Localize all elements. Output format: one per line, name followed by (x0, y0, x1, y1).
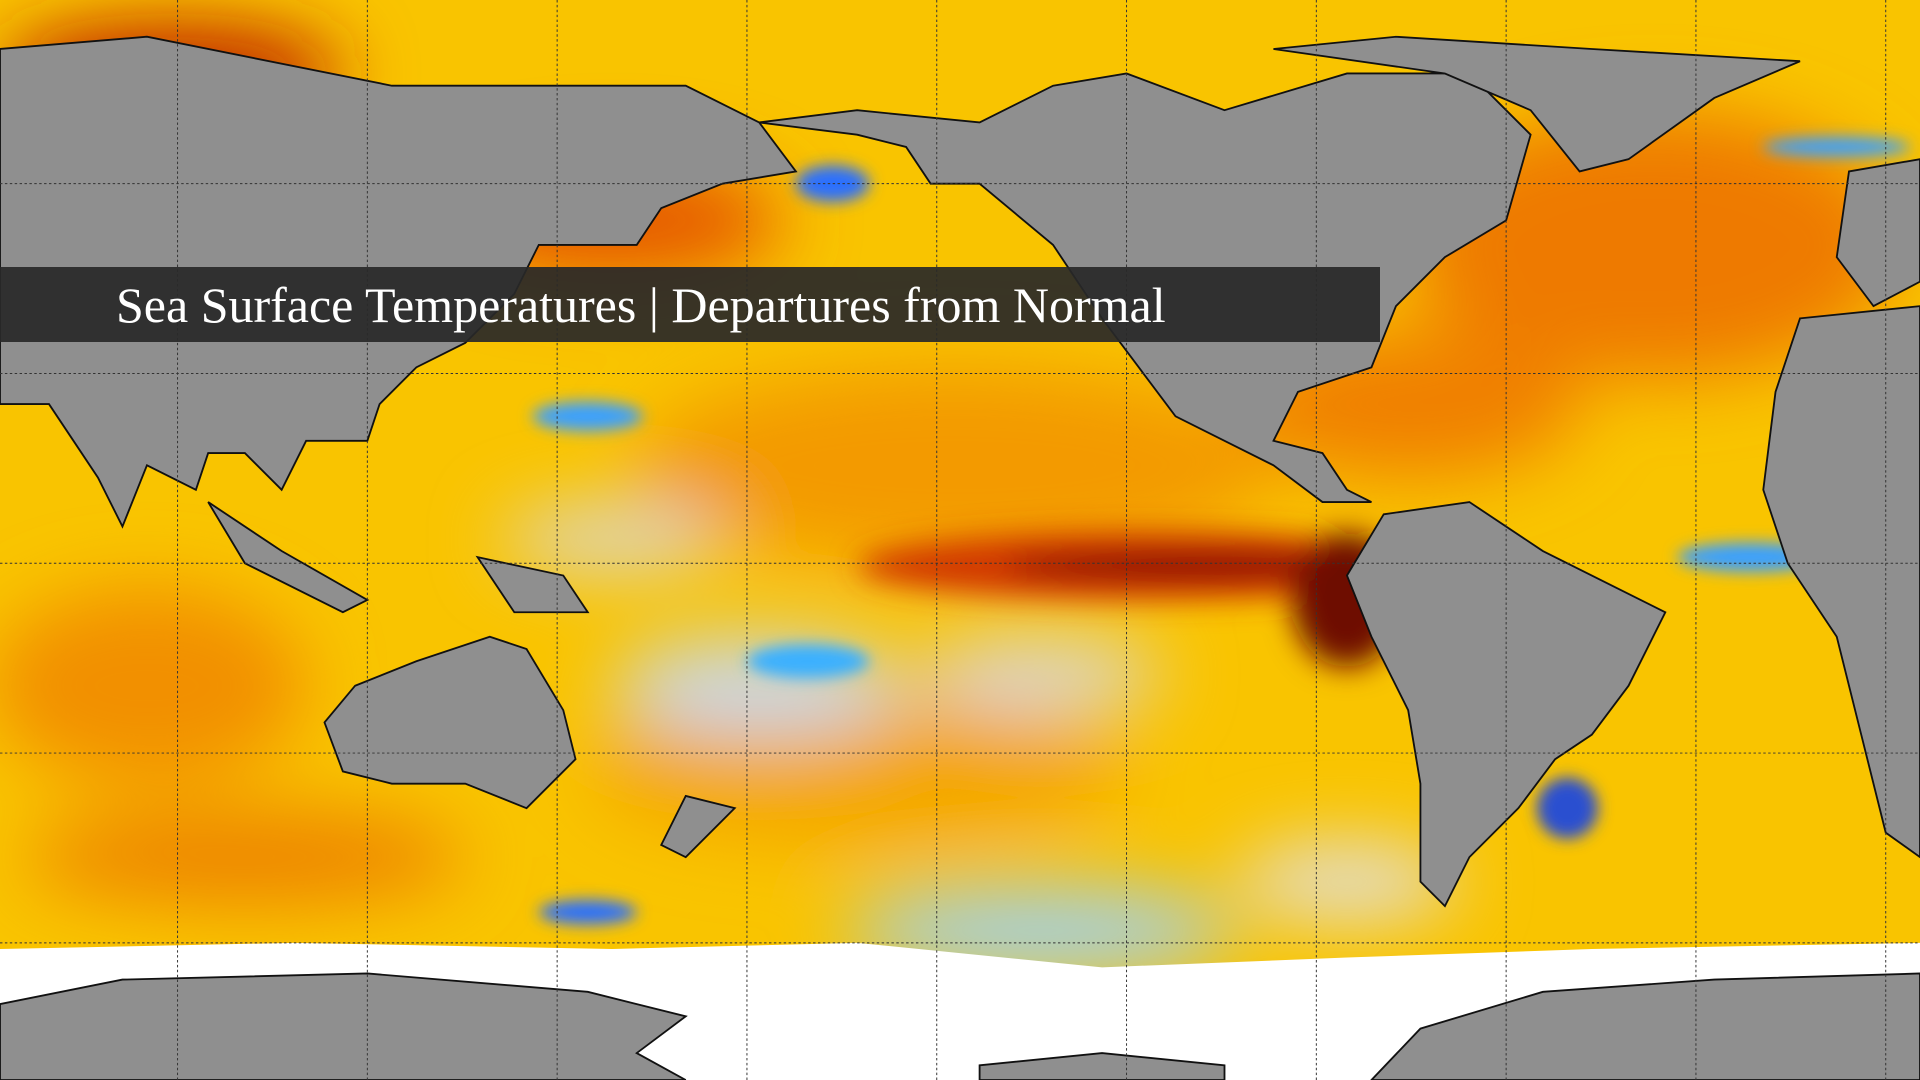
cool-area (1536, 777, 1598, 839)
australia (323, 635, 577, 810)
cool-area (1763, 137, 1911, 157)
warm-area (24, 808, 466, 907)
europe (1835, 158, 1920, 308)
cool-area (538, 900, 637, 925)
neutral-area (502, 508, 723, 570)
antarctica (1370, 972, 1920, 1080)
antarctica (0, 972, 688, 1080)
cool-patches (532, 137, 1911, 925)
new-zealand (659, 794, 737, 859)
neutral-area (1236, 844, 1458, 919)
title-bar: Sea Surface Temperatures | Departures fr… (0, 267, 1380, 342)
antarctica (978, 1052, 1226, 1080)
sumatra (207, 501, 370, 614)
greenland (1273, 35, 1801, 173)
title: Sea Surface Temperatures | Departures fr… (116, 276, 1166, 333)
neutral-area (918, 636, 1164, 711)
new-guinea (475, 555, 590, 614)
south-america (1345, 501, 1667, 908)
warm-area (0, 587, 307, 784)
warm-area (1408, 110, 1898, 380)
cool-area (532, 401, 643, 432)
africa (1762, 305, 1920, 859)
warm-area (636, 367, 1274, 564)
cool-area (746, 644, 870, 679)
